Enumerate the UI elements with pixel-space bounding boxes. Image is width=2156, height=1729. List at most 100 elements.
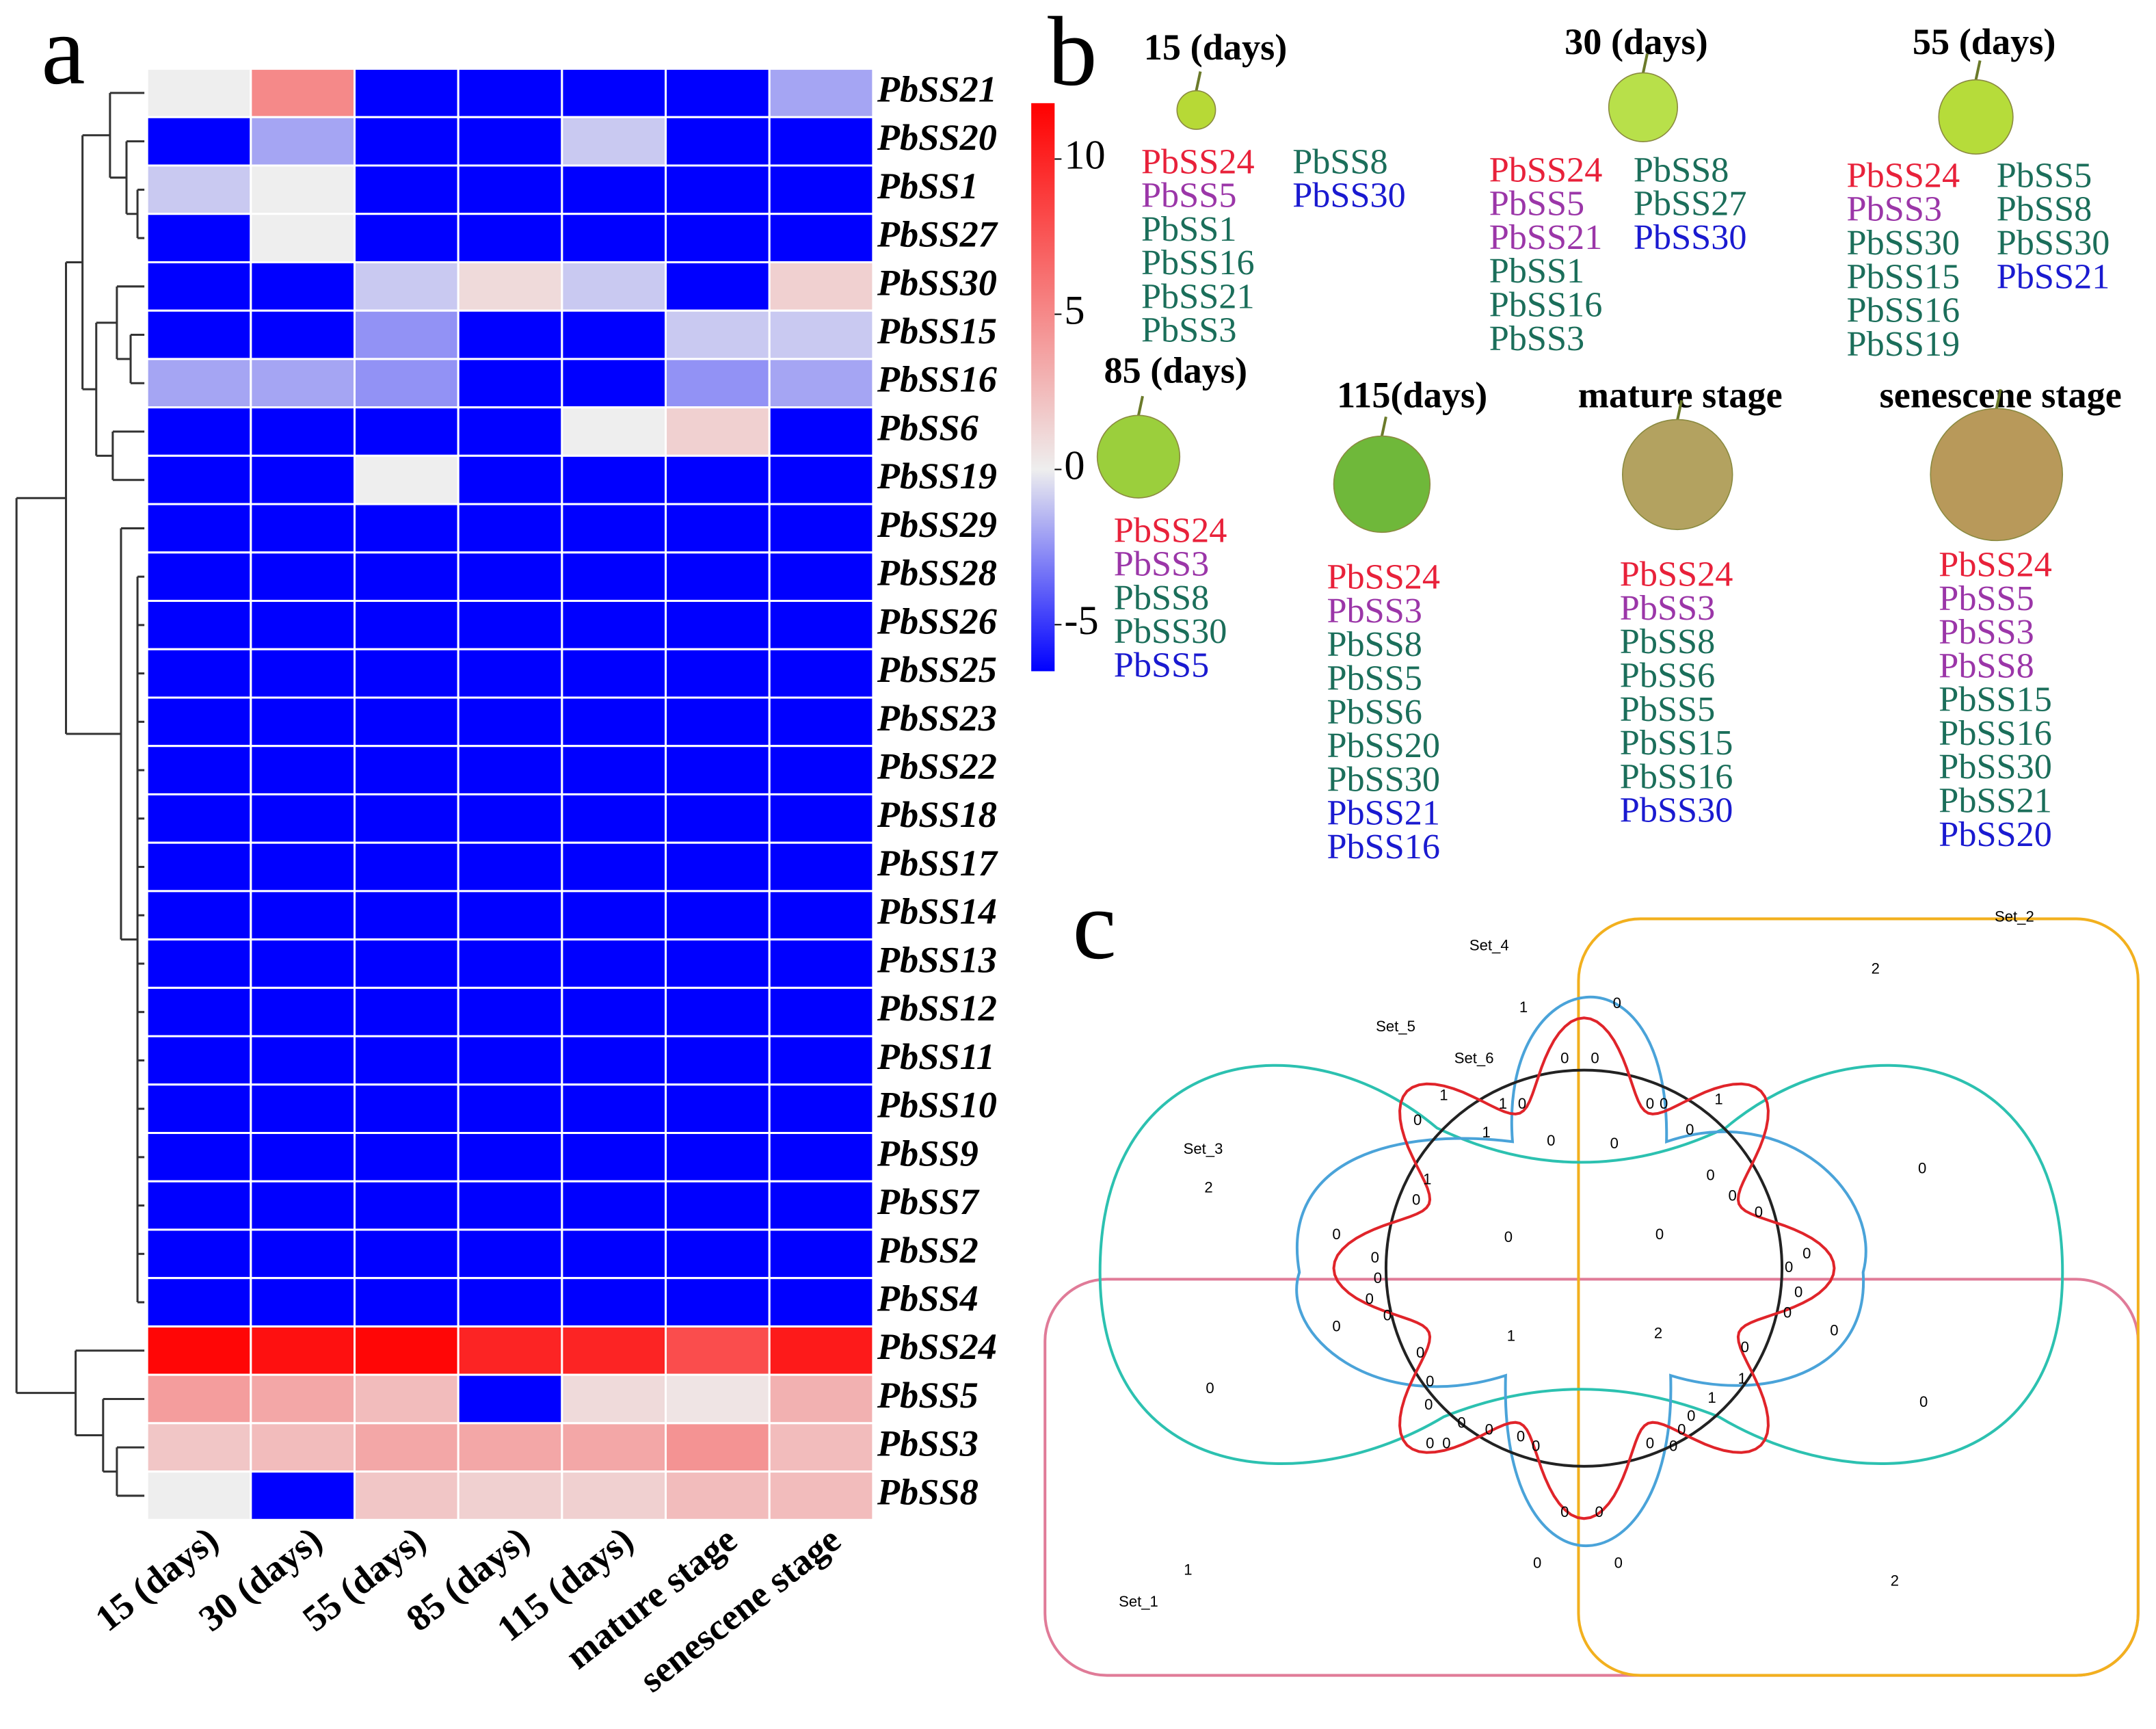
heat-cell: [457, 1228, 563, 1280]
fruit-stem: [1195, 71, 1202, 92]
heat-cell: [457, 164, 563, 215]
region-count: 0: [1412, 1191, 1420, 1209]
region-count: 0: [1560, 1503, 1569, 1520]
region-count: 0: [1614, 1555, 1623, 1572]
heat-cell: [457, 358, 563, 409]
heat-cell: [146, 600, 252, 650]
heat-cell: [250, 841, 356, 893]
gene-name: PbSS5: [1141, 176, 1236, 215]
row-label: PbSS4: [877, 1278, 979, 1319]
heat-cell: [768, 454, 875, 505]
region-count: 2: [1891, 1572, 1899, 1589]
fruit-image: [1333, 435, 1431, 533]
heat-cell: [354, 164, 460, 215]
gene-name: PbSS24: [1327, 557, 1440, 597]
gene-name: PbSS5: [1327, 659, 1422, 698]
heat-cell: [665, 1180, 771, 1231]
row-label: PbSS7: [877, 1181, 980, 1222]
heat-cell: [665, 261, 771, 312]
heat-cell: [457, 1131, 563, 1183]
heat-cell: [457, 938, 563, 989]
heat-cell: [457, 1422, 563, 1473]
gene-name: PbSS8: [1114, 578, 1209, 618]
gene-name: PbSS21: [1939, 781, 2052, 821]
heat-cell: [561, 1325, 667, 1376]
row-label: PbSS27: [877, 214, 998, 255]
heat-cell: [146, 213, 252, 263]
stage-title: 30 (days): [1565, 21, 1708, 62]
heat-cell: [561, 600, 667, 650]
region-count: 0: [1802, 1245, 1811, 1262]
heat-cell: [768, 261, 875, 312]
heat-cell: [561, 1373, 667, 1425]
region-count: 0: [1646, 1435, 1654, 1452]
gene-name: PbSS8: [1939, 646, 2034, 685]
heat-cell: [561, 261, 667, 312]
heat-cell: [768, 213, 875, 263]
heat-cell: [250, 213, 356, 263]
region-count: 0: [1206, 1380, 1214, 1397]
gene-name: PbSS8: [1634, 150, 1729, 189]
gene-name: PbSS16: [1620, 756, 1733, 796]
heat-cell: [250, 1131, 356, 1183]
heat-cell: [457, 793, 563, 844]
heat-cell: [768, 68, 875, 118]
heat-cell: [250, 986, 356, 1038]
gene-name: PbSS6: [1620, 655, 1715, 695]
heat-cell: [354, 648, 460, 699]
heat-cell: [768, 793, 875, 844]
gene-name: PbSS30: [1997, 223, 2110, 263]
region-count: 1: [1707, 1389, 1716, 1406]
fruit-image: [1176, 90, 1216, 130]
heat-cell: [457, 600, 563, 650]
heat-cell: [146, 648, 252, 699]
color-bar: [1031, 103, 1055, 672]
region-count: 0: [1533, 1555, 1541, 1572]
heat-cell: [561, 406, 667, 457]
row-label: PbSS2: [877, 1230, 979, 1271]
heat-cell: [768, 890, 875, 941]
heat-cell: [457, 1470, 563, 1521]
heat-cell: [250, 406, 356, 457]
heat-cell: [768, 1422, 875, 1473]
region-count: 1: [1714, 1091, 1722, 1108]
gene-name: PbSS16: [1939, 713, 2052, 753]
heat-cell: [457, 1277, 563, 1328]
row-label: PbSS16: [877, 359, 998, 400]
gene-name: PbSS30: [1847, 223, 1960, 263]
fruit-stem: [1380, 416, 1387, 436]
heat-cell: [561, 1131, 667, 1183]
heat-cell: [665, 648, 771, 699]
heat-cell: [354, 986, 460, 1038]
heat-cell: [665, 406, 771, 457]
heat-cell: [561, 1083, 667, 1135]
region-count: 0: [1919, 1393, 1928, 1410]
color-bar-tick-label: 10: [1064, 132, 1105, 178]
heat-cell: [768, 1470, 875, 1521]
heat-cell: [665, 116, 771, 167]
heat-cell: [250, 261, 356, 312]
heat-cell: [561, 358, 667, 409]
region-count: 0: [1504, 1228, 1513, 1245]
heat-cell: [250, 793, 356, 844]
stage-title: 55 (days): [1913, 21, 2056, 62]
set-3-shape: [1098, 1064, 2064, 1466]
region-count: 0: [1457, 1414, 1465, 1431]
heat-cell: [457, 309, 563, 360]
heat-cell: [768, 1325, 875, 1376]
heat-cell: [146, 1131, 252, 1183]
heat-cell: [146, 890, 252, 941]
heat-cell: [354, 841, 460, 893]
gene-name: PbSS24: [1939, 545, 2052, 585]
gene-name: PbSS5: [1489, 184, 1584, 224]
fruit-image: [1938, 79, 2014, 155]
heat-cell: [354, 309, 460, 360]
heat-cell: [457, 68, 563, 118]
heat-cell: [665, 164, 771, 215]
heat-cell: [457, 986, 563, 1038]
heat-cell: [146, 358, 252, 409]
heat-cell: [665, 986, 771, 1038]
fruit-stem: [1641, 53, 1649, 74]
gene-name: PbSS3: [1489, 319, 1584, 358]
